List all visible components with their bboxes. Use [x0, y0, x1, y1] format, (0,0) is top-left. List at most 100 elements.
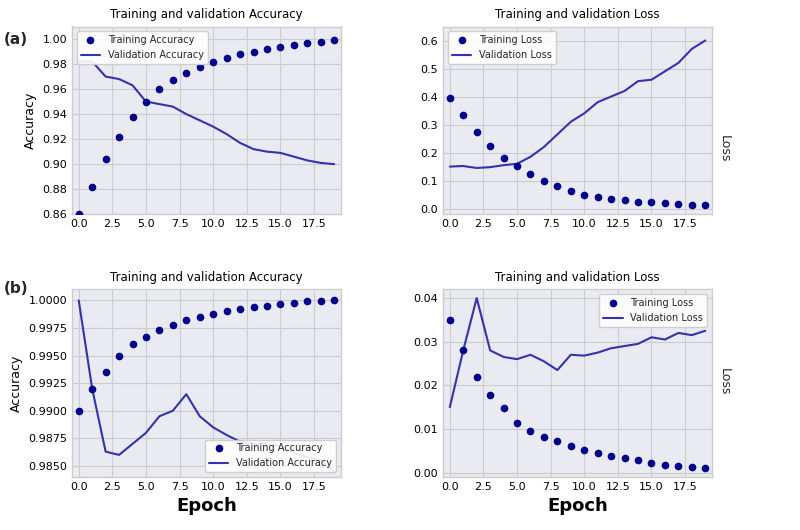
- Validation Loss: [606, 345, 616, 351]
- Training Accuracy: [276, 43, 286, 50]
- Text: (b): (b): [4, 281, 29, 296]
- Validation Accuracy: [141, 99, 150, 105]
- Training Accuracy: [114, 134, 124, 140]
- Line: Validation Accuracy: Validation Accuracy: [78, 61, 334, 164]
- Validation Accuracy: [222, 131, 231, 137]
- Training Loss: [458, 347, 468, 354]
- Validation Loss: [445, 163, 454, 170]
- Training Loss: [472, 128, 482, 135]
- Training Loss: [606, 196, 616, 202]
- Training Accuracy: [316, 38, 326, 45]
- Training Accuracy: [262, 303, 272, 309]
- Training Loss: [620, 197, 630, 204]
- Training Accuracy: [289, 299, 298, 306]
- Validation Loss: [566, 351, 576, 358]
- Training Accuracy: [249, 304, 258, 310]
- X-axis label: Epoch: Epoch: [547, 498, 608, 515]
- Training Accuracy: [262, 46, 272, 52]
- Validation Loss: [472, 165, 482, 171]
- Validation Loss: [512, 356, 522, 363]
- Validation Accuracy: [235, 438, 245, 445]
- Training Accuracy: [128, 341, 138, 348]
- Training Loss: [701, 465, 710, 472]
- Validation Loss: [674, 330, 683, 336]
- Validation Accuracy: [114, 76, 124, 82]
- Training Loss: [458, 112, 468, 118]
- Validation Accuracy: [262, 441, 272, 447]
- Validation Loss: [634, 78, 643, 84]
- Training Accuracy: [195, 314, 205, 320]
- Legend: Training Loss, Validation Loss: Training Loss, Validation Loss: [448, 31, 556, 64]
- Training Loss: [646, 199, 656, 206]
- Training Accuracy: [141, 333, 150, 340]
- Training Accuracy: [330, 37, 339, 43]
- Training Loss: [566, 443, 576, 449]
- Training Accuracy: [208, 311, 218, 317]
- Validation Loss: [579, 352, 589, 359]
- Training Accuracy: [222, 308, 231, 314]
- Training Loss: [646, 460, 656, 466]
- Training Loss: [445, 316, 454, 323]
- Validation Loss: [660, 337, 670, 343]
- Validation Accuracy: [182, 391, 191, 398]
- Training Loss: [526, 171, 535, 178]
- Validation Accuracy: [154, 413, 164, 419]
- Validation Accuracy: [249, 146, 258, 152]
- Title: Training and validation Accuracy: Training and validation Accuracy: [110, 8, 302, 21]
- Validation Loss: [498, 354, 508, 360]
- Text: Loss: Loss: [718, 368, 730, 395]
- Training Accuracy: [330, 297, 339, 304]
- Y-axis label: Accuracy: Accuracy: [24, 92, 37, 149]
- Validation Accuracy: [87, 58, 97, 65]
- Training Loss: [553, 438, 562, 444]
- Training Loss: [660, 200, 670, 207]
- Validation Loss: [620, 88, 630, 94]
- Text: Loss: Loss: [718, 135, 730, 162]
- Validation Accuracy: [87, 385, 97, 392]
- Validation Loss: [634, 341, 643, 347]
- Validation Accuracy: [101, 73, 110, 79]
- Validation Accuracy: [302, 454, 312, 460]
- Validation Loss: [687, 332, 697, 338]
- Training Loss: [486, 143, 495, 149]
- Validation Accuracy: [168, 408, 178, 414]
- Training Accuracy: [101, 369, 110, 375]
- Training Accuracy: [87, 385, 97, 392]
- Line: Training Loss: Training Loss: [446, 95, 709, 208]
- Training Accuracy: [101, 156, 110, 162]
- Training Accuracy: [276, 301, 286, 307]
- Training Loss: [539, 434, 549, 440]
- Validation Loss: [553, 367, 562, 373]
- Title: Training and validation Accuracy: Training and validation Accuracy: [110, 271, 302, 284]
- Training Accuracy: [128, 113, 138, 120]
- Validation Accuracy: [128, 441, 138, 447]
- Validation Loss: [553, 131, 562, 138]
- Training Accuracy: [154, 86, 164, 92]
- Title: Training and validation Loss: Training and validation Loss: [495, 271, 660, 284]
- Training Loss: [634, 198, 643, 205]
- Training Loss: [566, 188, 576, 194]
- Line: Training Accuracy: Training Accuracy: [75, 37, 338, 217]
- Training Loss: [445, 95, 454, 101]
- Validation Loss: [486, 347, 495, 354]
- Training Loss: [498, 154, 508, 161]
- Training Accuracy: [168, 321, 178, 328]
- Validation Loss: [498, 162, 508, 169]
- Training Accuracy: [114, 352, 124, 359]
- Training Accuracy: [302, 298, 312, 305]
- Y-axis label: Accuracy: Accuracy: [10, 355, 22, 412]
- Legend: Training Loss, Validation Loss: Training Loss, Validation Loss: [599, 294, 707, 327]
- Line: Validation Loss: Validation Loss: [450, 40, 706, 168]
- Training Loss: [687, 201, 697, 208]
- Validation Loss: [593, 99, 602, 105]
- Validation Loss: [620, 343, 630, 349]
- Validation Accuracy: [208, 123, 218, 130]
- Training Accuracy: [87, 183, 97, 190]
- X-axis label: Epoch: Epoch: [176, 498, 237, 515]
- Validation Accuracy: [182, 111, 191, 117]
- Validation Loss: [445, 404, 454, 410]
- Training Accuracy: [208, 58, 218, 65]
- Validation Accuracy: [114, 452, 124, 458]
- Validation Accuracy: [289, 154, 298, 160]
- Validation Loss: [646, 334, 656, 340]
